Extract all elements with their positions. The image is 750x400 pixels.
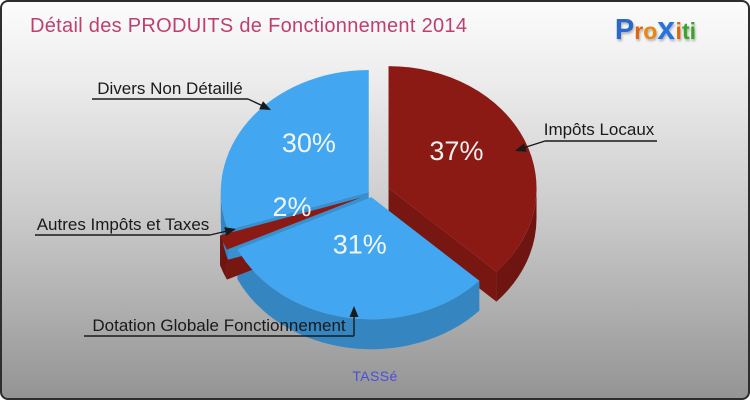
footer-note: TASSé [352, 368, 398, 384]
pie-slice-imp-ts-locaux [388, 66, 537, 272]
callout-line-divers-non-d-taill [247, 98, 264, 107]
logo-letter: r [634, 18, 644, 44]
callout-arrow-divers-non-d-taill-icon [259, 101, 271, 110]
logo-letter: x [657, 10, 676, 46]
percent-label-divers-non-d-taill: 30% [282, 128, 336, 158]
callout-label-autres-imp-ts-et-taxes: Autres Impôts et Taxes [37, 215, 210, 234]
proxiti-logo: Proxiti [615, 8, 696, 55]
callout-arrow-dotation-globale-fonctionnement-icon [349, 306, 359, 317]
percent-label-imp-ts-locaux: 37% [429, 136, 483, 166]
callout-arrow-imp-ts-locaux-icon [515, 143, 527, 152]
pie-slice-dotation-globale-fonctionnement [237, 197, 480, 320]
logo-letter: t [681, 18, 690, 44]
callout-label-imp-ts-locaux: Impôts Locaux [544, 120, 655, 139]
callout-line-imp-ts-locaux [522, 140, 546, 149]
callout-arrow-autres-imp-ts-et-taxes-icon [224, 227, 236, 236]
logo-letter: i [689, 18, 696, 44]
pie-slice-imp-ts-locaux-side [496, 188, 537, 302]
percent-label-dotation-globale-fonctionnement: 31% [333, 230, 387, 260]
pie-slice-divers-non-d-taill [220, 70, 369, 230]
logo-letter: o [643, 18, 658, 44]
chart-title: Détail des PRODUITS de Fonctionnement 20… [30, 15, 468, 37]
callout-label-divers-non-d-taill: Divers Non Détaillé [97, 79, 243, 98]
pie-slice-autres-imp-ts-et-taxes [220, 197, 361, 250]
logo-letter: i [675, 18, 682, 44]
callout-line-autres-imp-ts-et-taxes [209, 230, 228, 236]
pie-slice-autres-imp-ts-et-taxes-side [220, 235, 227, 280]
pie-slice-dotation-globale-fonctionnement-side [237, 249, 480, 350]
percent-label-autres-imp-ts-et-taxes: 2% [273, 192, 312, 222]
logo-letter: P [614, 14, 635, 46]
callout-label-dotation-globale-fonctionnement: Dotation Globale Fonctionnement [92, 316, 346, 335]
